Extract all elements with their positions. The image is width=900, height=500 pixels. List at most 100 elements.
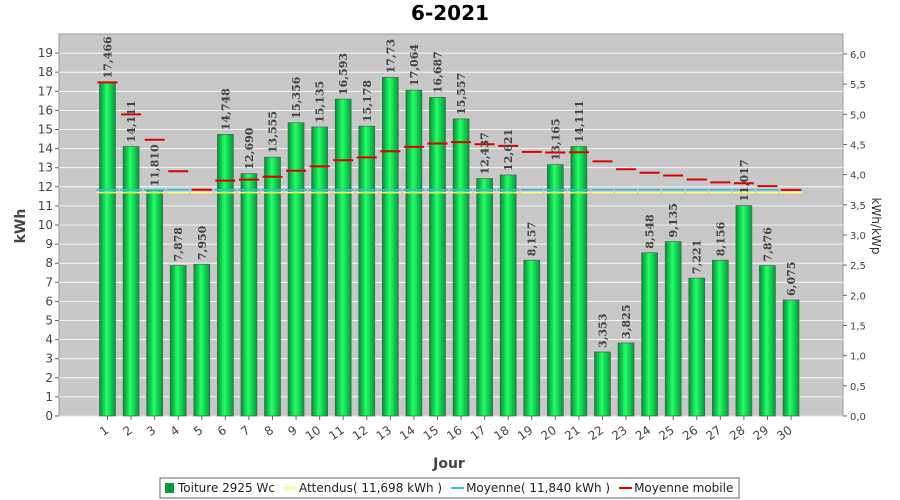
bar-day-16 (452, 118, 470, 417)
bar-value-label: 11,017 (738, 159, 751, 201)
value-labels: 17,466 14,111 11,810 7,878 7,950 14,748 12,690… (102, 36, 799, 348)
y-tick-label: 12 (38, 180, 53, 194)
y2-tick-label: 5,5 (850, 80, 866, 91)
bar-value-label: 16,593 (337, 53, 350, 95)
bar-day-7 (240, 173, 258, 417)
y-tick-label: 9 (45, 237, 53, 251)
x-tick-label: 21 (562, 423, 583, 443)
x-tick-label: 30 (774, 423, 795, 443)
x-tick-label: 7 (238, 423, 252, 439)
bar-day-14 (405, 89, 423, 417)
bar-value-label: 14,111 (573, 100, 586, 142)
bar-day-15 (429, 96, 446, 417)
x-tick-label: 11 (326, 423, 347, 443)
y2-axis-ticks: 0,0 0,5 1,0 1,5 2,0 2,5 3,0 3,5 4,0 4,5 5,0 5,5 6,0 (843, 50, 866, 423)
bar-value-label: 15,356 (290, 76, 303, 118)
bar-value-label: 8,157 (526, 222, 539, 256)
bar-value-label: 17,466 (102, 36, 115, 78)
bar-value-label: 7,876 (761, 227, 774, 262)
legend-box (159, 477, 740, 499)
x-tick-label: 19 (515, 423, 536, 443)
y-tick-label: 16 (38, 103, 53, 117)
y2-tick-label: 4,0 (850, 171, 866, 182)
bar-day-10 (311, 126, 328, 417)
bar-day-27 (712, 259, 729, 417)
legend: Toiture 2925 Wc Attendus( 11,698 kWh ) Moy… (159, 477, 740, 499)
y-tick-label: 17 (38, 84, 53, 98)
bar-day-21 (570, 146, 588, 417)
bar-value-label: 12,690 (243, 127, 256, 169)
x-tick-label: 4 (168, 423, 182, 439)
x-tick-label: 3 (144, 423, 158, 439)
bar-day-18 (499, 174, 517, 417)
bar-day-24 (641, 252, 658, 417)
y2-tick-label: 0,0 (850, 412, 866, 423)
x-tick-label: 2 (121, 423, 135, 439)
y-tick-label: 19 (38, 46, 53, 60)
bar-day-20 (547, 164, 564, 417)
bar-value-label: 9,135 (667, 203, 680, 237)
x-tick-label: 22 (586, 423, 607, 443)
x-tick-label: 16 (444, 423, 465, 443)
bar-value-label: 14,111 (125, 100, 138, 142)
legend-entry: Moyenne mobile (634, 481, 733, 495)
bar-value-label: 7,950 (196, 225, 209, 260)
x-tick-label: 24 (633, 423, 654, 443)
bar-day-25 (664, 241, 682, 417)
bar-day-8 (264, 156, 281, 417)
legend-swatch (165, 483, 174, 493)
bar-day-9 (287, 122, 305, 417)
bar-value-label: 3,825 (620, 304, 633, 338)
y-tick-label: 13 (38, 161, 53, 175)
bar-day-4 (169, 265, 187, 417)
bar-value-label: 17,064 (408, 44, 421, 86)
bar-day-17 (476, 178, 493, 417)
bar-day-29 (759, 265, 776, 417)
bar-day-6 (217, 134, 234, 417)
bar-value-label: 7,221 (691, 240, 704, 274)
bar-value-label: 17,73 (384, 39, 397, 73)
y2-tick-label: 1,0 (850, 352, 866, 363)
bar-day-23 (617, 342, 635, 417)
x-tick-label: 12 (350, 423, 371, 443)
x-tick-label: 25 (656, 423, 677, 443)
x-tick-label: 1 (97, 423, 111, 439)
bar-day-13 (382, 77, 399, 417)
bar-value-label: 14,748 (219, 88, 232, 130)
bar-value-label: 3,353 (596, 314, 609, 348)
y-tick-label: 18 (38, 65, 53, 79)
y2-tick-label: 2,0 (850, 291, 866, 302)
bar-value-label: 8,548 (644, 214, 657, 249)
y2-tick-label: 2,5 (850, 261, 866, 272)
bar-day-5 (193, 263, 211, 417)
y-tick-label: 10 (38, 218, 53, 232)
bar-day-3 (146, 190, 163, 417)
bar-value-label: 13,165 (549, 118, 562, 160)
y-tick-label: 11 (38, 199, 53, 213)
y2-tick-label: 0,5 (850, 382, 866, 393)
bar-value-label: 8,156 (714, 221, 727, 256)
bar-day-12 (358, 125, 376, 417)
x-tick-label: 28 (727, 423, 748, 443)
bar-value-label: 12,437 (479, 132, 492, 174)
bar-value-label: 13,555 (266, 111, 279, 153)
x-tick-label: 14 (397, 423, 418, 443)
chart-title: 6-2021 (411, 1, 489, 25)
bar-value-label: 6,075 (785, 262, 798, 296)
bar-value-label: 7,878 (172, 227, 185, 262)
y-tick-label: 7 (45, 275, 53, 289)
y-tick-label: 5 (45, 314, 53, 328)
bar-day-22 (594, 351, 611, 417)
x-tick-label: 18 (491, 423, 512, 443)
bar-value-label: 12,621 (502, 129, 515, 171)
x-axis-label: Jour (432, 456, 465, 472)
x-tick-label: 20 (539, 423, 560, 443)
bar-value-label: 11,810 (149, 144, 162, 186)
legend-entry: Attendus( 11,698 kWh ) (299, 481, 442, 495)
y-tick-label: 1 (45, 390, 53, 404)
y-tick-label: 4 (45, 333, 53, 347)
y2-tick-label: 1,5 (850, 321, 866, 332)
x-tick-label: 13 (374, 423, 395, 443)
